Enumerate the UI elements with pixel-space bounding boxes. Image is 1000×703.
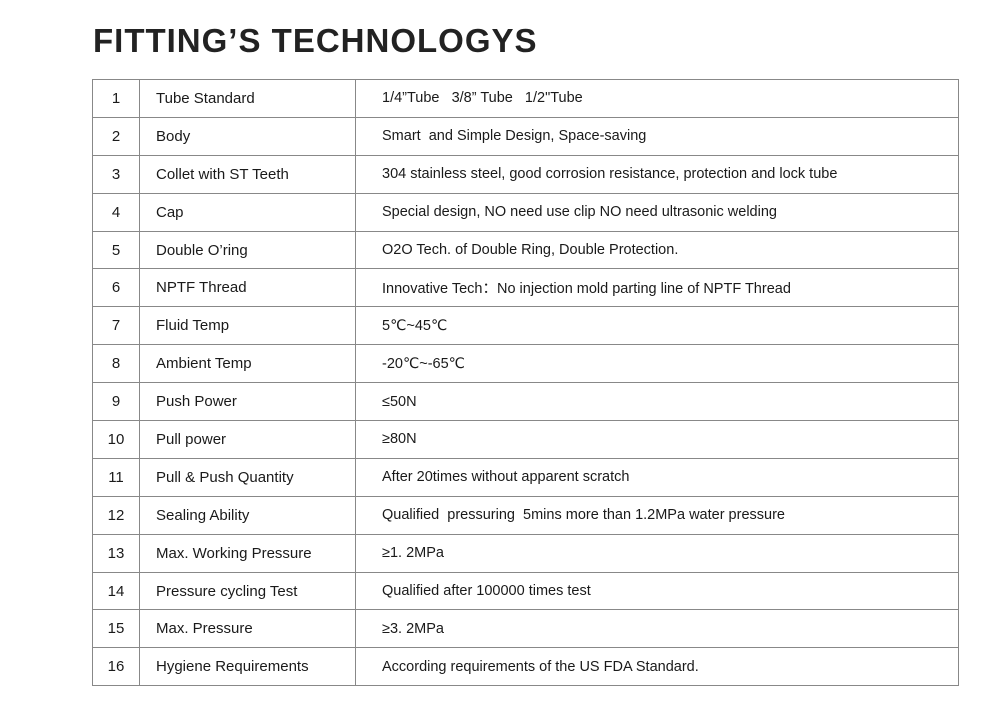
item-value: ≥3. 2MPa (355, 609, 959, 649)
item-name: Push Power (139, 382, 356, 422)
item-name: Tube Standard (139, 79, 356, 118)
table-row: 2 Body Smart and Simple Design, Space-savi… (92, 116, 959, 156)
table-row: 13 Max. Working Pressure ≥1. 2MPa (92, 533, 959, 573)
item-value: ≥1. 2MPa (355, 533, 959, 573)
table-row: 12 Sealing Ability Qualified pressuring 5m… (92, 495, 959, 535)
row-number: 5 (92, 230, 140, 270)
item-name: Sealing Ability (139, 495, 356, 535)
table-row: 3 Collet with ST Teeth 304 stainless steel… (92, 154, 959, 194)
table-row: 5 Double O’ring O2O Tech. of Double Ring, … (92, 230, 959, 270)
item-value: 1/4”Tube 3/8” Tube 1/2"Tube (355, 79, 959, 118)
table-row: 15 Max. Pressure ≥3. 2MPa (92, 609, 959, 649)
item-name: Pull & Push Quantity (139, 457, 356, 497)
item-value: Smart and Simple Design, Space-saving (355, 116, 959, 156)
table-row: 7 Fluid Temp 5℃~45℃ (92, 306, 959, 346)
table-row: 1 Tube Standard 1/4”Tube 3/8” Tube 1/2"Tub… (92, 79, 959, 118)
row-number: 12 (92, 495, 140, 535)
spec-table: 1 Tube Standard 1/4”Tube 3/8” Tube 1/2"Tub… (92, 79, 959, 687)
item-value: ≤50N (355, 382, 959, 422)
item-name: Double O’ring (139, 230, 356, 270)
table-body: 1 Tube Standard 1/4”Tube 3/8” Tube 1/2"Tub… (92, 79, 959, 687)
item-value: Qualified pressuring 5mins more than 1.2… (355, 495, 959, 535)
table-row: 11 Pull & Push Quantity After 20times with… (92, 457, 959, 497)
item-value: Innovative Tech：No injection mold partin… (355, 268, 959, 308)
item-name: Collet with ST Teeth (139, 154, 356, 194)
table-row: 16 Hygiene Requirements According requirem… (92, 647, 959, 687)
row-number: 4 (92, 192, 140, 232)
row-number: 3 (92, 154, 140, 194)
row-number: 8 (92, 344, 140, 384)
table-row: 9 Push Power ≤50N (92, 382, 959, 422)
item-name: Hygiene Requirements (139, 647, 356, 687)
item-name: Fluid Temp (139, 306, 356, 346)
table-row: 4 Cap Special design, NO need use clip NO … (92, 192, 959, 232)
item-name: Max. Working Pressure (139, 533, 356, 573)
row-number: 11 (92, 457, 140, 497)
item-name: NPTF Thread (139, 268, 356, 308)
item-value: 304 stainless steel, good corrosion resi… (355, 154, 959, 194)
item-name: Max. Pressure (139, 609, 356, 649)
item-value: 5℃~45℃ (355, 306, 959, 346)
row-number: 16 (92, 647, 140, 687)
table-row: 6 NPTF Thread Innovative Tech：No injection… (92, 268, 959, 308)
item-name: Body (139, 116, 356, 156)
row-number: 15 (92, 609, 140, 649)
item-value: ≥80N (355, 420, 959, 459)
item-value: O2O Tech. of Double Ring, Double Protect… (355, 230, 959, 270)
row-number: 9 (92, 382, 140, 422)
row-number: 2 (92, 116, 140, 156)
row-number: 13 (92, 533, 140, 573)
table-row: 10 Pull power ≥80N (92, 420, 959, 459)
item-name: Cap (139, 192, 356, 232)
item-value: After 20times without apparent scratch (355, 457, 959, 497)
row-number: 1 (92, 79, 140, 118)
table-row: 8 Ambient Temp -20℃~-65℃ (92, 344, 959, 384)
row-number: 7 (92, 306, 140, 346)
item-value: According requirements of the US FDA Sta… (355, 647, 959, 687)
item-name: Pressure cycling Test (139, 571, 356, 611)
row-number: 6 (92, 268, 140, 308)
row-number: 14 (92, 571, 140, 611)
title: FITTING’S TECHNOLOGYS (93, 22, 538, 59)
row-number: 10 (92, 420, 140, 459)
item-value: -20℃~-65℃ (355, 344, 959, 384)
item-name: Pull power (139, 420, 356, 459)
item-name: Ambient Temp (139, 344, 356, 384)
table-row: 14 Pressure cycling Test Qualified after 1… (92, 571, 959, 611)
item-value: Qualified after 100000 times test (355, 571, 959, 611)
item-value: Special design, NO need use clip NO need… (355, 192, 959, 232)
